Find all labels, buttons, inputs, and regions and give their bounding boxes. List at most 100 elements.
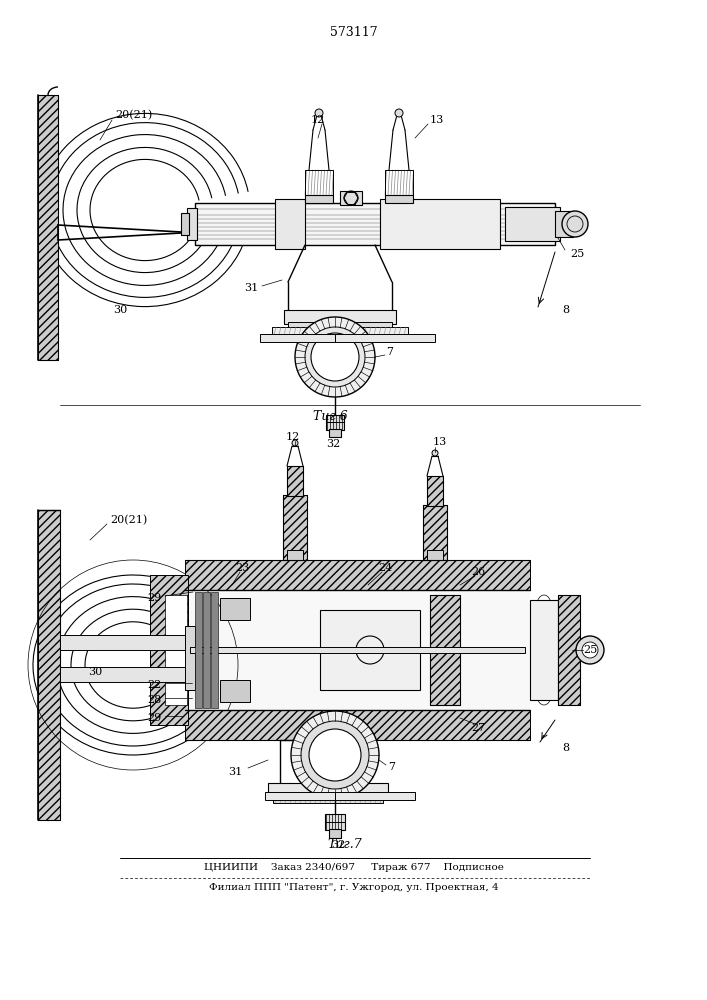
Bar [329, 829, 341, 838]
Text: 25: 25 [583, 645, 597, 655]
Bar [288, 322, 392, 330]
Bar [273, 793, 383, 803]
Circle shape [309, 729, 361, 781]
Text: 29: 29 [148, 593, 162, 603]
Bar [165, 595, 187, 705]
Text: Τиг.7: Τиг.7 [327, 838, 363, 852]
Bar [505, 207, 560, 241]
Bar [423, 505, 447, 560]
Bar [268, 783, 388, 793]
Circle shape [292, 440, 298, 446]
Bar [185, 710, 530, 740]
Circle shape [582, 642, 598, 658]
Bar [275, 199, 305, 249]
Text: 12: 12 [311, 115, 325, 125]
Bar [555, 211, 573, 237]
Bar [195, 203, 555, 245]
Text: Филиал ППП "Патент", г. Ужгород, ул. Проектная, 4: Филиал ППП "Патент", г. Ужгород, ул. Про… [209, 884, 499, 892]
Text: 32: 32 [326, 439, 340, 449]
Text: 8: 8 [562, 305, 569, 315]
Bar [287, 550, 303, 560]
Bar [185, 626, 195, 690]
Text: 25: 25 [570, 249, 584, 259]
Text: 29: 29 [148, 713, 162, 723]
Bar [287, 466, 303, 496]
Bar [203, 592, 210, 708]
Text: 26: 26 [471, 567, 485, 577]
Circle shape [291, 711, 379, 799]
Text: 27: 27 [471, 723, 485, 733]
Bar [427, 550, 443, 560]
Text: 31: 31 [244, 283, 258, 293]
Bar [185, 590, 530, 710]
Bar [558, 595, 580, 705]
Bar [335, 792, 415, 800]
Text: 7: 7 [387, 347, 394, 357]
Circle shape [432, 450, 438, 456]
Bar [38, 95, 58, 360]
Bar [320, 610, 420, 690]
Circle shape [395, 109, 403, 117]
Bar [430, 595, 460, 705]
Bar [211, 592, 218, 708]
Bar [385, 195, 413, 203]
Bar [427, 476, 443, 506]
Bar [287, 466, 303, 496]
Bar [283, 495, 307, 560]
Text: 23: 23 [235, 563, 249, 573]
Text: 28: 28 [148, 695, 162, 705]
Bar [60, 667, 190, 682]
Bar [329, 429, 341, 437]
Bar [185, 560, 530, 590]
Bar [325, 814, 345, 830]
Circle shape [295, 317, 375, 397]
Bar [260, 334, 335, 342]
Bar [283, 495, 307, 560]
Circle shape [562, 211, 588, 237]
Bar [272, 327, 408, 335]
Text: Τиг 6: Τиг 6 [312, 410, 347, 422]
Bar [423, 505, 447, 560]
Text: 13: 13 [433, 437, 447, 447]
Bar [181, 213, 189, 235]
Bar [385, 170, 413, 195]
Bar [187, 208, 197, 240]
Bar [220, 598, 250, 620]
Text: 8: 8 [562, 743, 569, 753]
Text: 22: 22 [148, 680, 162, 690]
Text: 24: 24 [378, 563, 392, 573]
Bar [335, 334, 435, 342]
Text: 32: 32 [331, 840, 345, 850]
Text: 7: 7 [389, 762, 395, 772]
Bar [195, 592, 202, 708]
Circle shape [305, 327, 365, 387]
Bar [430, 595, 460, 705]
Bar [220, 680, 250, 702]
Bar [340, 191, 362, 205]
Circle shape [576, 636, 604, 664]
Bar [305, 170, 333, 195]
Text: 20(21): 20(21) [110, 515, 147, 525]
Text: 573117: 573117 [330, 25, 378, 38]
Bar [284, 310, 396, 324]
Circle shape [315, 109, 323, 117]
Text: 12: 12 [286, 432, 300, 442]
Bar [38, 510, 60, 820]
Text: 30: 30 [113, 305, 127, 315]
Bar [380, 199, 500, 249]
Text: 13: 13 [430, 115, 444, 125]
Bar [530, 600, 558, 700]
Text: ЦНИИПИ    Заказ 2340/697     Тираж 677    Подписное: ЦНИИПИ Заказ 2340/697 Тираж 677 Подписно… [204, 862, 504, 871]
Bar [265, 792, 335, 800]
Text: 20(21): 20(21) [115, 110, 152, 120]
Text: 31: 31 [228, 767, 242, 777]
Bar [558, 595, 580, 705]
Bar [150, 575, 188, 725]
Bar [190, 647, 525, 653]
Bar [427, 476, 443, 506]
Circle shape [311, 333, 359, 381]
Bar [60, 635, 190, 650]
Text: 30: 30 [88, 667, 102, 677]
Bar [305, 195, 333, 203]
Bar [326, 415, 344, 430]
